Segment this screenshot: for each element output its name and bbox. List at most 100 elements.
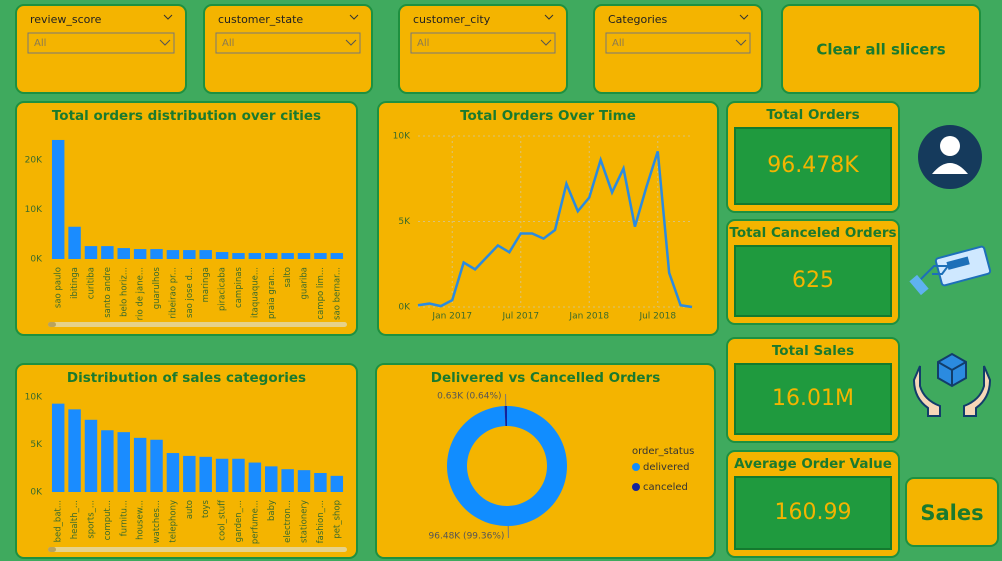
- legend-label: canceled: [643, 482, 688, 493]
- bar: [248, 462, 262, 492]
- x-tick-label: maringa: [201, 267, 211, 302]
- chart-title: Delivered vs Cancelled Orders: [431, 370, 661, 386]
- x-tick-label: ribeirao pr...: [168, 267, 178, 319]
- legend-title: order_status: [632, 446, 694, 457]
- x-tick-label: electron...: [283, 500, 293, 543]
- slicer-label: customer_state: [218, 13, 303, 26]
- y-tick-label: 10K: [393, 132, 411, 142]
- donut-slice: [447, 406, 568, 526]
- chart-panel: [377, 101, 719, 336]
- line: [417, 151, 693, 309]
- donut-slice: [504, 406, 507, 427]
- x-tick-label: bed_bat...: [54, 500, 64, 542]
- data-label: 0.63K (0.64%): [437, 392, 501, 402]
- x-tick-label: Jul 2017: [501, 312, 539, 322]
- scrollbar: [48, 547, 347, 552]
- x-tick-label: rio de jane...: [136, 267, 146, 320]
- slicer-value: All: [417, 38, 429, 49]
- legend-label: delivered: [643, 462, 690, 473]
- x-tick-label: guarulhos: [152, 266, 162, 309]
- chevron: [739, 14, 749, 20]
- x-tick-label: toys: [201, 499, 211, 518]
- dropdown[interactable]: [605, 32, 751, 54]
- kpi-box: [734, 127, 892, 205]
- scrollbar: [48, 322, 347, 327]
- bar: [314, 253, 327, 259]
- x-tick-label: itaquaque...: [250, 267, 260, 318]
- x-tick-label: campo lim...: [316, 267, 326, 320]
- x-tick-label: praia gran...: [267, 267, 277, 319]
- x-tick-label: telephony: [168, 500, 178, 543]
- x-tick-label: salto: [283, 267, 293, 288]
- bar: [314, 473, 327, 492]
- x-tick-label: fashion_...: [316, 500, 326, 543]
- slicer[interactable]: [593, 4, 763, 94]
- x-tick-label: housew...: [136, 500, 146, 540]
- x-tick-label: baby: [267, 500, 277, 521]
- bar: [183, 455, 196, 492]
- kpi-box: [734, 476, 892, 550]
- clear-button[interactable]: [781, 4, 981, 94]
- slicer-label: Categories: [608, 13, 668, 26]
- bar: [265, 466, 278, 492]
- bar: [232, 458, 245, 492]
- x-tick-label: auto: [185, 500, 195, 519]
- bar: [133, 437, 147, 492]
- bar: [51, 139, 65, 259]
- legend-swatch: [632, 483, 640, 491]
- bar: [101, 430, 114, 492]
- bar: [232, 253, 245, 259]
- kpi-title: Average Order Value: [734, 456, 892, 472]
- slicer-value: All: [612, 38, 624, 49]
- slicer[interactable]: [203, 4, 373, 94]
- user-icon: [918, 125, 982, 189]
- dropdown[interactable]: [215, 32, 361, 54]
- x-tick-label: watches...: [152, 500, 162, 543]
- bar: [199, 456, 212, 492]
- y-tick-label: 0K: [30, 255, 43, 265]
- x-tick-label: Jan 2018: [568, 312, 609, 322]
- kpi-title: Total Canceled Orders: [729, 225, 896, 241]
- y-tick-label: 0K: [398, 303, 411, 313]
- dropdown[interactable]: [27, 32, 175, 54]
- slicer-value: All: [222, 38, 234, 49]
- bar: [84, 246, 98, 259]
- x-tick-label: curitiba: [86, 267, 96, 299]
- x-tick-label: campinas: [234, 266, 244, 308]
- chevron: [345, 39, 357, 46]
- x-tick-label: stationery: [300, 500, 310, 543]
- x-tick-label: sao paulo: [54, 267, 64, 308]
- bar: [133, 249, 147, 259]
- slicer-value: All: [34, 38, 46, 49]
- chevron: [159, 39, 171, 46]
- chevron: [349, 14, 359, 20]
- chart-title: Distribution of sales categories: [67, 370, 306, 386]
- bar: [297, 253, 311, 259]
- dropdown[interactable]: [410, 32, 556, 54]
- chart-title: Total orders distribution over cities: [52, 108, 321, 124]
- x-tick-label: Jul 2018: [638, 312, 676, 322]
- slicer-label: customer_city: [413, 13, 491, 26]
- scroll-thumb: [48, 547, 56, 552]
- x-tick-label: sao bernar...: [332, 267, 342, 320]
- bar: [215, 458, 229, 492]
- kpi-value: 625: [792, 268, 834, 293]
- chevron: [544, 14, 554, 20]
- x-tick-label: ibitinga: [70, 267, 80, 299]
- bar: [265, 253, 278, 259]
- bar: [117, 248, 130, 259]
- sales-button[interactable]: [905, 477, 999, 547]
- kpi-box: [734, 363, 892, 435]
- slicer[interactable]: [15, 4, 187, 94]
- slicer[interactable]: [398, 4, 568, 94]
- bar: [330, 475, 344, 492]
- bar: [84, 419, 98, 492]
- y-tick-label: 10K: [25, 205, 43, 215]
- box-hands-icon: [912, 352, 992, 417]
- x-tick-label: Jan 2017: [431, 312, 472, 322]
- y-tick-label: 20K: [25, 155, 43, 165]
- bar: [101, 246, 114, 259]
- x-tick-label: guariba: [300, 267, 310, 299]
- y-tick-label: 0K: [30, 488, 43, 498]
